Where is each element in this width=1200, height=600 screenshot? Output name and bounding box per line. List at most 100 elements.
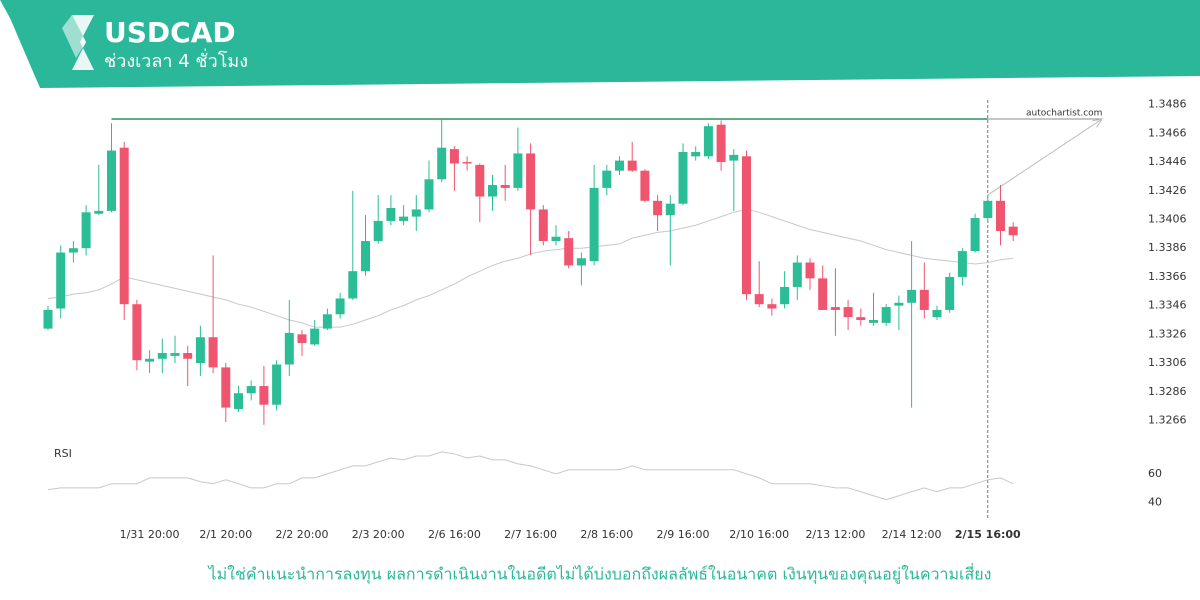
y-tick-label: 1.3486 bbox=[1148, 98, 1187, 111]
candle-body bbox=[424, 179, 434, 210]
candle-body bbox=[919, 289, 929, 310]
candle-body bbox=[132, 304, 142, 361]
x-tick-label: 2/9 16:00 bbox=[657, 528, 710, 541]
candle-body bbox=[678, 152, 688, 204]
candle-body bbox=[983, 200, 993, 219]
x-tick-label: 2/14 12:00 bbox=[882, 528, 942, 541]
candle-body bbox=[348, 271, 358, 299]
candle-body bbox=[500, 185, 510, 188]
candle-body bbox=[234, 393, 243, 410]
candle-body bbox=[665, 203, 675, 216]
candle-body bbox=[653, 200, 663, 216]
candle-body bbox=[742, 156, 751, 295]
candle-body bbox=[805, 262, 815, 279]
candle-body bbox=[792, 262, 802, 287]
header-band bbox=[0, 0, 1200, 88]
y-tick-label: 1.3366 bbox=[1148, 270, 1187, 283]
y-tick-label: 1.3346 bbox=[1148, 299, 1187, 312]
y-tick-label: 1.3306 bbox=[1148, 356, 1187, 369]
title: USDCAD bbox=[104, 16, 236, 49]
rsi-title: RSI bbox=[54, 447, 72, 460]
candle-body bbox=[208, 337, 218, 368]
candle-body bbox=[119, 147, 129, 305]
footer: ไม่ใช่คำแนะนำการลงทุน ผลการดำเนินงานในอด… bbox=[207, 563, 992, 585]
y-tick-label: 1.3446 bbox=[1148, 155, 1187, 168]
candle-body bbox=[272, 364, 282, 405]
y-tick-label: 1.3326 bbox=[1148, 327, 1187, 340]
forecast-arrowhead bbox=[1092, 118, 1104, 128]
candle-body bbox=[627, 160, 637, 171]
candle-body bbox=[335, 298, 345, 315]
candle-body bbox=[386, 208, 396, 221]
candle-body bbox=[703, 126, 713, 157]
y-tick-label: 1.3426 bbox=[1148, 184, 1187, 197]
candle-body bbox=[1008, 226, 1018, 236]
candle-body bbox=[107, 150, 116, 211]
subtitle: ช่วงเวลา 4 ชั่วโมง bbox=[104, 48, 248, 72]
candle-body bbox=[399, 216, 409, 221]
candle-body bbox=[691, 152, 701, 157]
candle-body bbox=[881, 307, 891, 323]
y-tick-label: 40 bbox=[1148, 496, 1162, 509]
candle-body bbox=[195, 337, 205, 364]
candle-body bbox=[361, 241, 370, 272]
candle-body bbox=[284, 332, 294, 365]
rsi-line bbox=[47, 451, 1014, 501]
candle-body bbox=[589, 187, 599, 262]
candle-body bbox=[996, 200, 1005, 231]
y-tick-label: 1.3386 bbox=[1148, 241, 1187, 254]
candle-body bbox=[221, 367, 231, 408]
candle-body bbox=[551, 236, 561, 242]
candle-body bbox=[310, 328, 320, 345]
candle-body bbox=[94, 210, 104, 214]
source: autochartist.com bbox=[1026, 109, 1102, 119]
candle-body bbox=[157, 353, 167, 359]
header-cut bbox=[0, 0, 40, 88]
y-tick-label: 1.3266 bbox=[1148, 414, 1187, 427]
candle-body bbox=[576, 258, 586, 266]
candle-body bbox=[818, 278, 828, 310]
candle-body bbox=[81, 212, 91, 249]
candle-body bbox=[246, 386, 256, 394]
y-tick-label: 1.3286 bbox=[1148, 385, 1187, 398]
candle-body bbox=[615, 160, 624, 171]
candle-body bbox=[297, 334, 307, 343]
candle-body bbox=[602, 170, 612, 188]
candle-body bbox=[145, 358, 155, 362]
x-tick-label: 2/1 20:00 bbox=[199, 528, 252, 541]
candle-body bbox=[716, 124, 726, 163]
x-tick-label: 2/13 12:00 bbox=[805, 528, 865, 541]
candle-body bbox=[945, 276, 955, 310]
forecast-line bbox=[987, 118, 1103, 196]
candle-body bbox=[843, 307, 853, 318]
candle-body bbox=[475, 164, 485, 197]
candle-body bbox=[640, 170, 650, 201]
candle-body bbox=[754, 294, 764, 305]
candle-body bbox=[411, 209, 421, 217]
x-tick-label: 2/2 20:00 bbox=[276, 528, 329, 541]
x-tick-label: 2/6 16:00 bbox=[428, 528, 481, 541]
candle-body bbox=[869, 320, 878, 323]
candle-body bbox=[780, 286, 790, 305]
candle-body bbox=[856, 317, 866, 320]
candle-body bbox=[907, 289, 917, 303]
x-tick-label: 1/31 20:00 bbox=[120, 528, 180, 541]
candle-body bbox=[564, 238, 574, 266]
candle-body bbox=[259, 386, 269, 405]
candle-body bbox=[526, 153, 536, 210]
y-tick-label: 60 bbox=[1148, 467, 1162, 480]
candle-body bbox=[43, 309, 53, 329]
candle-body bbox=[932, 309, 942, 318]
candle-body bbox=[170, 353, 180, 356]
candle-body bbox=[767, 304, 777, 309]
x-tick-label: 2/3 20:00 bbox=[352, 528, 405, 541]
candle-body bbox=[830, 307, 840, 310]
candle-body bbox=[437, 147, 447, 180]
candle-body bbox=[373, 220, 383, 242]
candle-body bbox=[56, 252, 66, 309]
x-tick-label: 2/15 16:00 bbox=[955, 528, 1021, 541]
candle-body bbox=[322, 314, 332, 329]
candle-body bbox=[462, 162, 472, 164]
candle-body bbox=[957, 251, 967, 277]
